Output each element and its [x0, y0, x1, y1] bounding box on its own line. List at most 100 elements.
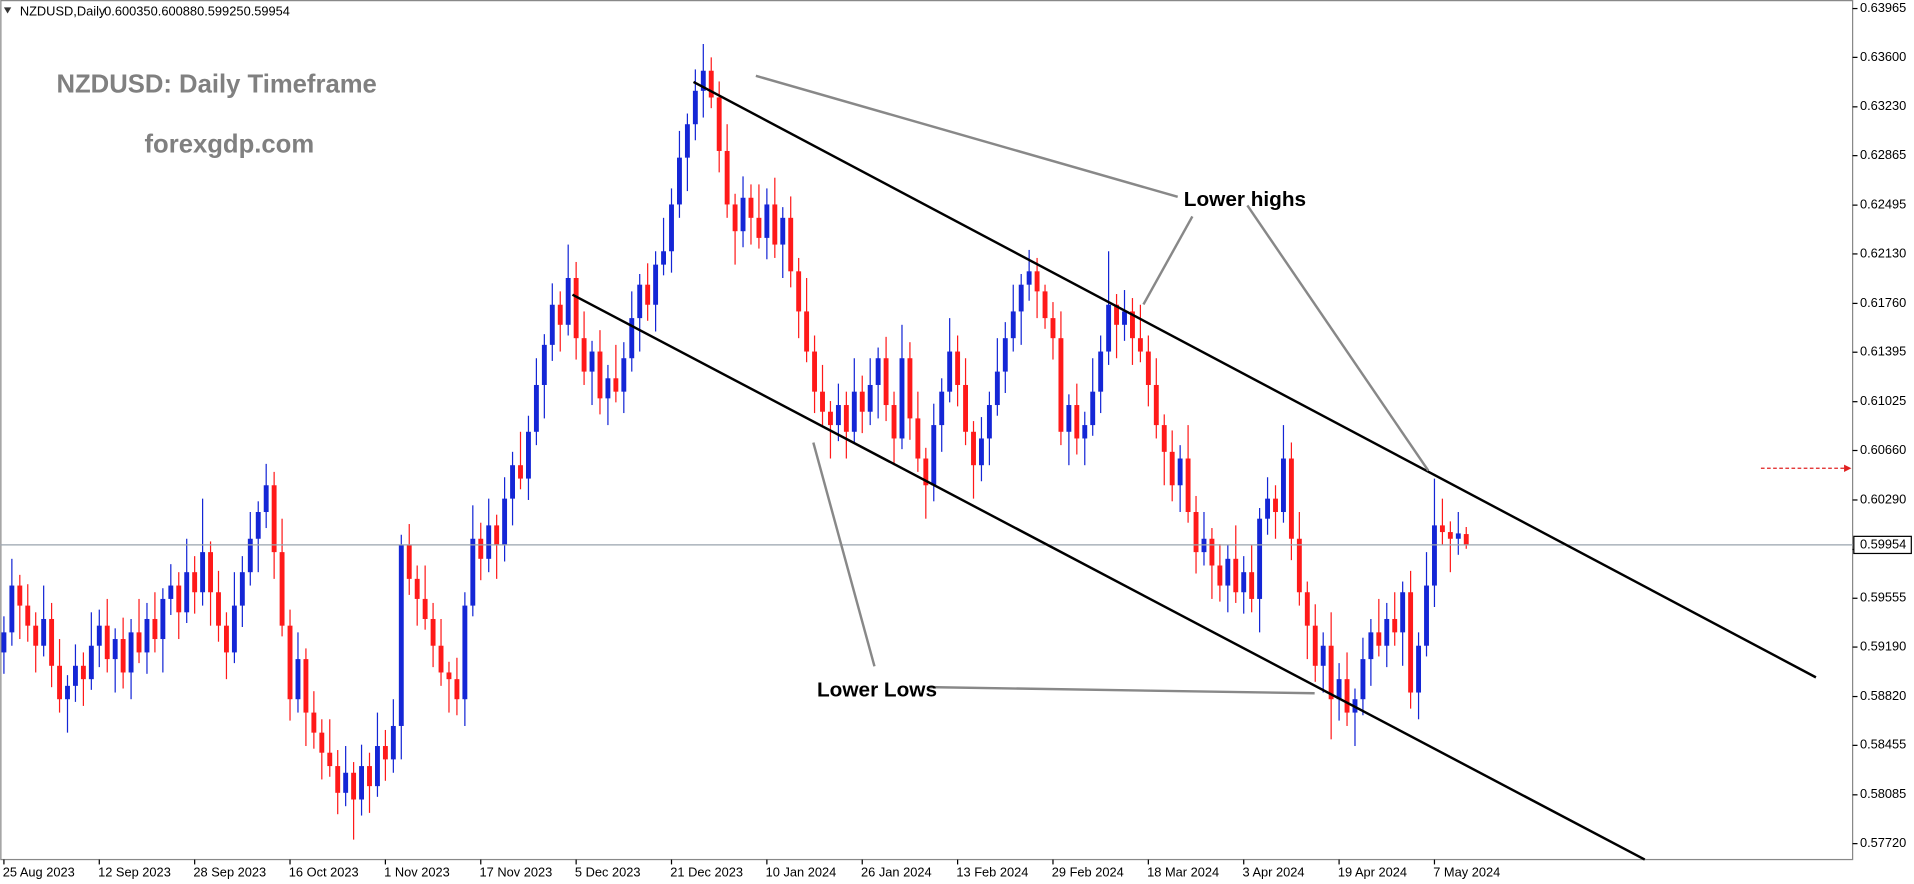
- header-high: 0.60088: [151, 4, 197, 19]
- candle-body: [1273, 498, 1278, 513]
- pointer-line: [1246, 204, 1430, 472]
- candle-body: [88, 645, 94, 680]
- candle-body: [589, 351, 595, 372]
- candle-body: [1066, 405, 1072, 432]
- candle-body: [208, 552, 213, 593]
- candle-body: [804, 311, 810, 352]
- candle-body: [812, 351, 818, 392]
- candle-body: [470, 538, 476, 606]
- candle-body: [438, 645, 444, 673]
- candle-body: [1137, 338, 1143, 352]
- candle-body: [597, 351, 603, 399]
- candle-body: [605, 378, 611, 399]
- candle-body: [9, 585, 15, 633]
- candle-body: [796, 271, 802, 312]
- candle-body: [231, 605, 237, 653]
- candles: [0, 43, 1853, 840]
- candle-body: [1, 632, 7, 653]
- candle-body: [859, 391, 865, 412]
- candle-body: [343, 772, 349, 793]
- x-tick-label: 13 Feb 2024: [956, 864, 1028, 879]
- candle-body: [986, 405, 992, 439]
- chart-title: NZDUSD: Daily Timeframe: [56, 70, 376, 98]
- candle-body: [1058, 338, 1064, 432]
- candle-body: [541, 344, 547, 385]
- candle-body: [939, 391, 945, 426]
- plot-border: [0, 0, 1854, 861]
- candle-body: [247, 538, 253, 573]
- current-price-box: [1853, 535, 1912, 555]
- candle-body: [1312, 625, 1318, 666]
- candle-body: [772, 204, 778, 245]
- y-tick-label: 0.61395: [1860, 344, 1906, 359]
- candle-body: [216, 592, 221, 626]
- candle-body: [375, 746, 380, 787]
- x-tick-label: 17 Nov 2023: [480, 864, 553, 879]
- candle-body: [1439, 525, 1445, 533]
- candle-body: [311, 712, 317, 733]
- candle-body: [1090, 391, 1096, 426]
- candle-body: [224, 625, 229, 653]
- y-tick-label: 0.58085: [1860, 786, 1906, 801]
- candle-body: [955, 351, 961, 385]
- candle-body: [1074, 405, 1080, 439]
- candle-body: [96, 625, 102, 646]
- x-tick-label: 10 Jan 2024: [766, 864, 837, 879]
- candle-body: [661, 251, 667, 265]
- candle-body: [994, 371, 1000, 406]
- x-tick-label: 3 Apr 2024: [1242, 864, 1304, 879]
- x-tick-label: 21 Dec 2023: [670, 864, 743, 879]
- candle-body: [732, 204, 738, 232]
- header: NZDUSD,Daily 0.60035 0.60088 0.59925 0.5…: [3, 4, 290, 19]
- candle-body: [1217, 565, 1223, 586]
- candle-body: [1082, 425, 1088, 439]
- candle-body: [160, 598, 166, 640]
- candle-body: [621, 358, 627, 392]
- candle-body: [1296, 538, 1302, 593]
- axes: 0.63965 0.63600 0.63230 0.62865 0.62495 0.621…: [3, 0, 1912, 879]
- candle-body: [581, 338, 587, 372]
- y-tick-label: 0.59555: [1860, 590, 1906, 605]
- candle-body: [49, 618, 55, 666]
- candle-body: [947, 351, 953, 392]
- y-tick-label: 0.63965: [1860, 0, 1906, 15]
- candle-body: [406, 545, 412, 579]
- candle-body: [65, 685, 70, 700]
- candle-body: [518, 465, 523, 479]
- candle-body: [57, 665, 62, 700]
- candle-body: [494, 525, 500, 546]
- y-tick-label: 0.61025: [1860, 393, 1906, 408]
- candle-body: [740, 197, 746, 232]
- y-tick-label: 0.57720: [1860, 835, 1906, 850]
- candle-body: [1010, 311, 1016, 339]
- y-tick-label: 0.60660: [1860, 442, 1906, 457]
- candle-body: [1002, 338, 1008, 372]
- candle-body: [1400, 592, 1406, 633]
- candle-body: [867, 384, 873, 412]
- candle-body: [152, 618, 158, 640]
- candle-body: [1050, 318, 1056, 339]
- candle-body: [907, 358, 913, 419]
- candle-body: [1304, 592, 1310, 626]
- candle-body: [915, 418, 921, 459]
- x-tick-label: 5 Dec 2023: [575, 864, 641, 879]
- x-tick-label: 25 Aug 2023: [3, 864, 75, 879]
- chart-subtitle: forexgdp.com: [145, 130, 315, 158]
- header-open: 0.60035: [104, 4, 150, 19]
- candle-body: [843, 405, 849, 432]
- x-tick-label: 19 Apr 2024: [1338, 864, 1407, 879]
- y-tick-label: 0.63230: [1860, 98, 1906, 113]
- candle-body: [669, 204, 674, 252]
- candle-body: [454, 679, 460, 700]
- candle-body: [128, 632, 134, 673]
- candle-body: [1447, 532, 1453, 539]
- candle-body: [1265, 498, 1271, 519]
- candle-body: [422, 598, 428, 619]
- candle-body: [1193, 512, 1199, 553]
- candle-body: [963, 384, 969, 432]
- candle-body: [923, 458, 929, 486]
- y-tick-label: 0.60290: [1860, 491, 1906, 506]
- candle-body: [184, 572, 190, 613]
- pointer-line: [755, 74, 1179, 199]
